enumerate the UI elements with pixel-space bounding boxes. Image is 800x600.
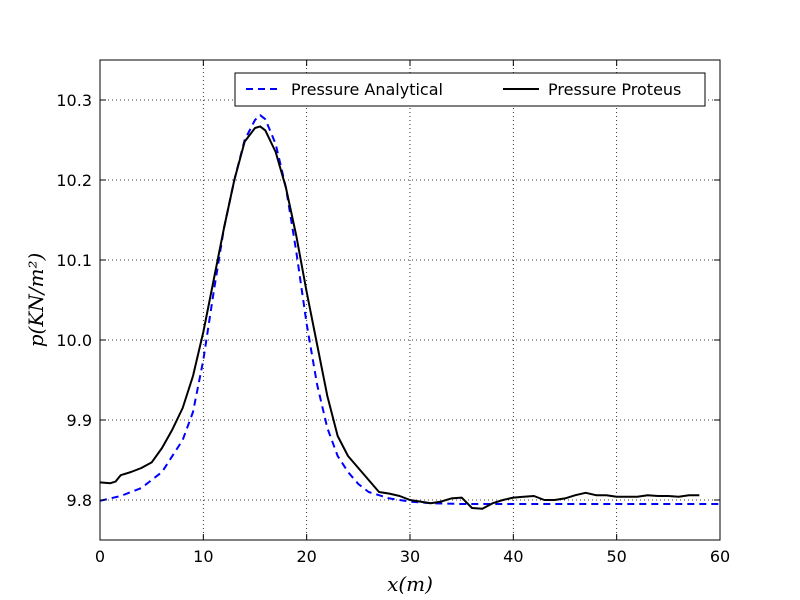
x-tick-label: 10	[193, 547, 213, 566]
y-tick-label: 9.8	[67, 491, 92, 510]
y-tick-label: 10.2	[56, 171, 92, 190]
x-tick-label: 20	[296, 547, 316, 566]
legend: Pressure Analytical Pressure Proteus	[234, 72, 706, 107]
tick-labels: 0 10 20 30 40 50 60 9.8 9.9 10.0 10.1 10.2 10.3	[56, 91, 730, 566]
legend-label-pressure-proteus: Pressure Proteus	[548, 80, 681, 99]
ticks	[99, 60, 721, 540]
series-line-pressure-proteus	[99, 125, 700, 510]
legend-box	[234, 72, 706, 107]
legend-label-pressure-analytical: Pressure Analytical	[291, 80, 443, 99]
x-tick-label: 60	[710, 547, 730, 566]
y-axis-label: p(KN/m²)	[24, 253, 48, 348]
y-tick-label: 9.9	[67, 411, 92, 430]
x-tick-label: 30	[400, 547, 420, 566]
y-tick-label: 10.1	[56, 251, 92, 270]
x-axis-label: x(m)	[387, 572, 433, 596]
x-tick-label: 50	[606, 547, 626, 566]
x-tick-label: 40	[503, 547, 523, 566]
y-tick-label: 10.0	[56, 331, 92, 350]
x-tick-label: 0	[95, 547, 105, 566]
series-layer	[99, 114, 720, 510]
y-tick-label: 10.3	[56, 91, 92, 110]
series-line-pressure-analytical	[99, 114, 720, 505]
